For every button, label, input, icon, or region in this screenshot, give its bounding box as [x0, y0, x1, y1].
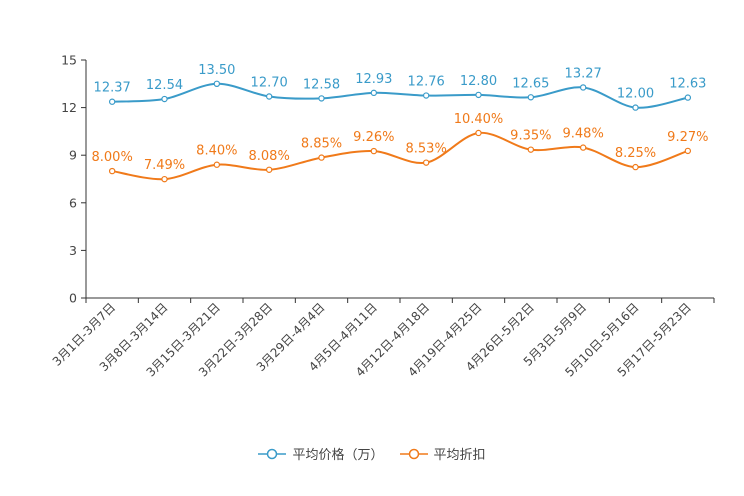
- data-point: [318, 154, 325, 161]
- series-line: [112, 131, 689, 181]
- legend-item-price[interactable]: 平均价格（万）: [258, 444, 384, 463]
- data-label: 8.25%: [615, 146, 656, 161]
- data-label: 9.35%: [510, 129, 551, 144]
- data-point: [684, 94, 692, 101]
- legend-line-circle-icon: [399, 448, 428, 459]
- data-label: 8.08%: [249, 149, 290, 164]
- data-label: 8.53%: [406, 142, 447, 157]
- data-label: 10.40%: [454, 112, 504, 127]
- data-point: [213, 161, 221, 168]
- series-discount: 8.00% 7.49% 8.40% 8.08% 8.85% 9.26% 8.53% 10.40…: [92, 112, 708, 183]
- y-tick-label: 6: [69, 195, 77, 210]
- data-label: 13.27: [565, 66, 602, 81]
- y-tick-label: 0: [69, 291, 77, 306]
- data-label: 8.00%: [92, 150, 133, 165]
- legend-item-discount[interactable]: 平均折扣: [399, 444, 486, 463]
- data-point: [422, 159, 430, 166]
- data-point: [318, 95, 325, 102]
- y-tick-label: 9: [69, 148, 77, 163]
- data-label: 12.54: [146, 78, 183, 93]
- data-label: 9.26%: [353, 130, 394, 145]
- data-point: [527, 146, 535, 153]
- series-line: [112, 82, 689, 109]
- data-label: 12.76: [408, 75, 445, 90]
- legend-label-discount: 平均折扣: [433, 448, 486, 463]
- data-point: [265, 93, 273, 100]
- data-point: [475, 91, 482, 99]
- data-label: 12.65: [512, 76, 549, 91]
- data-label: 12.37: [94, 81, 131, 96]
- data-point: [108, 167, 116, 175]
- y-tick-label: 3: [69, 243, 77, 258]
- data-label: 7.49%: [144, 158, 185, 173]
- data-point: [684, 147, 692, 155]
- data-point: [632, 104, 639, 111]
- y-tick-label: 15: [61, 53, 77, 68]
- data-point: [161, 175, 168, 183]
- data-label: 9.27%: [667, 130, 708, 145]
- data-point: [632, 163, 639, 171]
- data-label: 9.48%: [563, 127, 604, 142]
- data-label: 12.80: [460, 74, 497, 89]
- data-label: 13.50: [198, 63, 235, 78]
- data-point: [422, 92, 430, 99]
- data-point: [475, 129, 482, 137]
- data-label: 8.40%: [196, 144, 237, 159]
- data-point: [370, 147, 378, 155]
- data-point: [579, 144, 587, 151]
- data-label: 12.70: [251, 75, 288, 90]
- data-label: 12.58: [303, 77, 340, 92]
- data-point: [265, 166, 273, 173]
- data-label: 8.85%: [301, 137, 342, 152]
- legend-line-circle-icon: [258, 448, 287, 459]
- data-point: [579, 84, 587, 91]
- data-point: [213, 80, 221, 88]
- data-label: 12.93: [355, 72, 392, 87]
- series-price: 12.37 12.54 13.50 12.70 12.58 12.93 12.76 12.80…: [94, 63, 706, 111]
- legend-label-price: 平均价格（万）: [292, 448, 384, 463]
- data-label: 12.00: [617, 87, 654, 102]
- y-tick-label: 12: [61, 100, 77, 115]
- legend: 平均价格（万） 平均折扣: [0, 444, 744, 463]
- data-label: 12.63: [669, 77, 706, 92]
- data-point: [108, 98, 116, 105]
- data-point: [527, 94, 535, 101]
- data-point: [370, 89, 378, 97]
- data-point: [161, 95, 168, 103]
